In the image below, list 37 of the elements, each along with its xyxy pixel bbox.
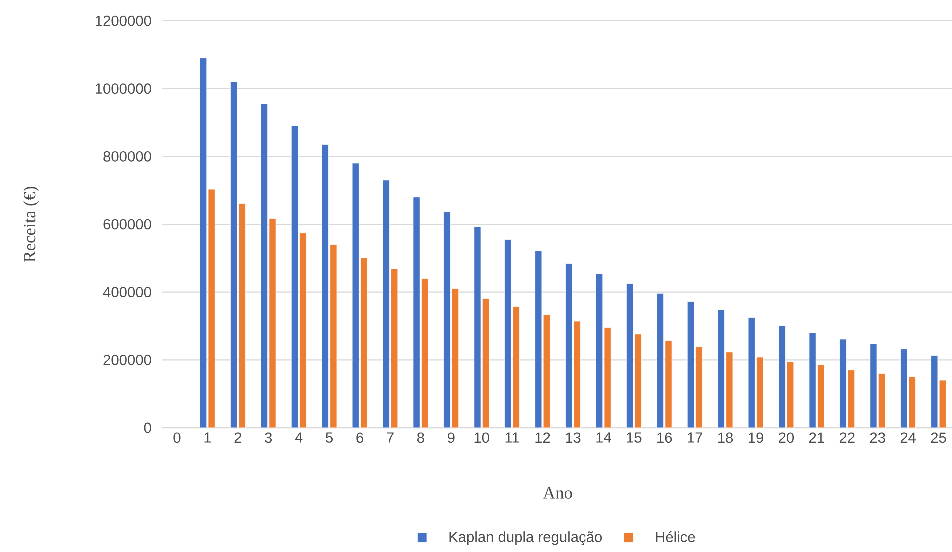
x-tick-label: 4: [295, 432, 303, 443]
y-axis-title: Receita (€): [23, 186, 40, 262]
x-tick-label: 11: [506, 432, 520, 443]
y-tick-label: 200000: [104, 354, 152, 366]
legend-label: Kaplan dupla regulação: [450, 532, 602, 546]
x-tick-label: 19: [748, 432, 764, 444]
x-tick-label: 23: [870, 432, 886, 444]
x-tick-label: 20: [779, 432, 794, 444]
x-tick-label: 22: [840, 432, 855, 443]
x-tick-label: 8: [417, 432, 424, 444]
y-tick-label: 800000: [104, 151, 152, 162]
x-tick-label: 1: [204, 432, 212, 443]
x-tick-label: 16: [658, 432, 672, 444]
x-tick-label: 10: [474, 432, 490, 444]
x-tick-label: 21: [810, 432, 824, 443]
y-tick-label: 600000: [104, 219, 152, 230]
x-axis-title: Ano: [543, 487, 572, 499]
x-tick-label: 25: [931, 432, 946, 444]
x-tick-label: 9: [448, 432, 455, 444]
x-tick-label: 2: [234, 432, 242, 443]
legend-label: Hélice: [656, 531, 696, 542]
x-tick-label: 24: [900, 432, 916, 443]
y-tick-label: 1000000: [96, 84, 152, 94]
x-tick-label: 12: [536, 432, 550, 443]
y-tick-label: 400000: [103, 287, 152, 298]
x-tick-label: 3: [265, 432, 272, 444]
x-tick-label: 17: [688, 432, 702, 443]
y-tick-label: 1200000: [96, 16, 152, 26]
x-tick-label: 6: [356, 432, 364, 444]
x-tick-label: 13: [566, 432, 581, 444]
x-tick-label: 18: [718, 432, 734, 444]
x-tick-label: 5: [326, 432, 333, 443]
x-tick-label: 15: [627, 432, 642, 443]
x-tick-label: 7: [387, 432, 394, 443]
y-tick-label: 0: [144, 422, 152, 434]
x-tick-label: 14: [596, 432, 612, 443]
x-tick-label: 0: [174, 432, 181, 444]
